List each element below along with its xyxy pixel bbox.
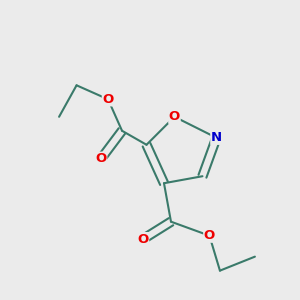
Text: O: O: [95, 152, 107, 165]
Text: O: O: [137, 233, 148, 246]
Text: O: O: [169, 110, 180, 123]
Text: N: N: [211, 131, 222, 144]
Text: O: O: [204, 229, 215, 242]
Text: O: O: [102, 93, 114, 106]
